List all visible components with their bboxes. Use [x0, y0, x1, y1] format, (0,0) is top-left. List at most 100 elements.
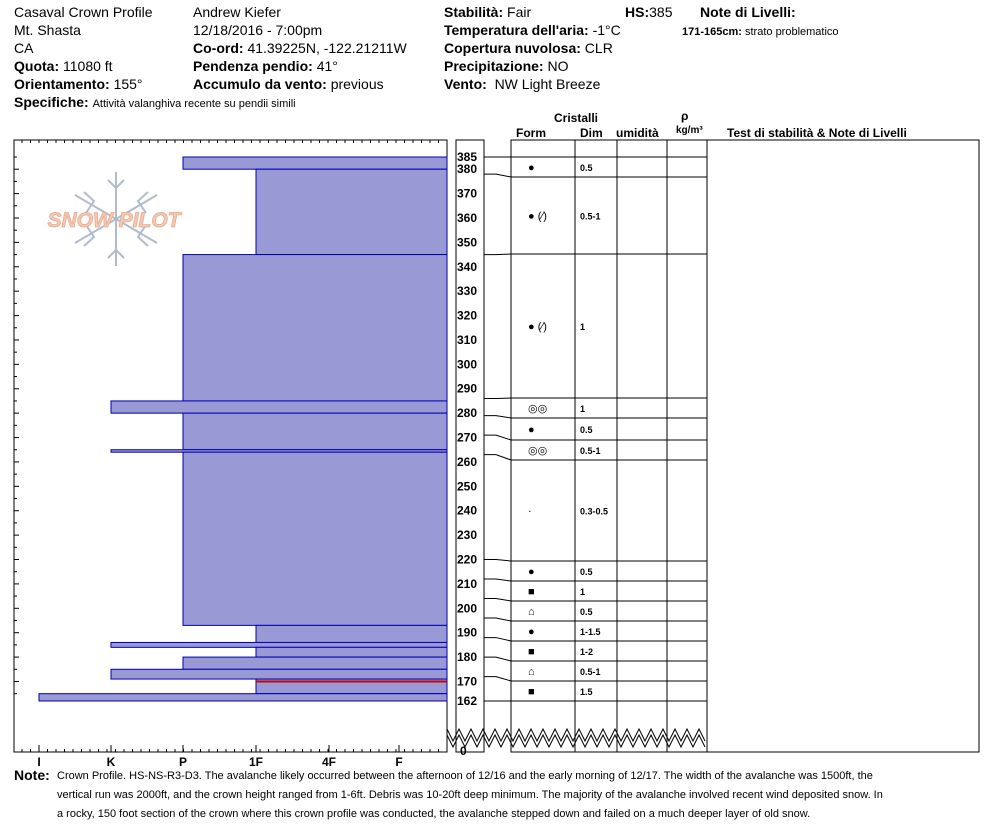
location-name: Casaval Crown Profile	[14, 4, 153, 20]
height-label: 240	[457, 504, 477, 518]
height-label: 162	[457, 694, 477, 708]
crystal-dim: 1-1.5	[580, 627, 601, 637]
crystal-form: ● (⁄)	[528, 321, 547, 333]
quota-row: Quota: 11080 ft	[14, 58, 113, 74]
axis-break-zigzag	[446, 733, 706, 749]
test-notes-frame	[706, 139, 980, 753]
hardness-bar	[182, 451, 448, 626]
height-label: 170	[457, 674, 477, 688]
hardness-bar	[38, 693, 448, 702]
crystal-dim: 1-2	[580, 647, 593, 657]
precip-row: Precipitazione: NO	[444, 58, 568, 74]
crystal-dim: 0.5	[580, 567, 593, 577]
hs-value: 385	[649, 4, 673, 20]
note-line-3: a rocky, 150 foot section of the crown w…	[57, 808, 811, 820]
vento-label: Vento:	[444, 76, 487, 92]
hardness-label-P: P	[179, 755, 187, 769]
height-label: 385	[457, 150, 477, 164]
crystal-form: ●	[528, 626, 535, 638]
layer-connector	[484, 637, 512, 642]
pendenza-value: 41°	[316, 58, 338, 74]
layer-connector	[484, 434, 512, 441]
crystal-dim: 0.3-0.5	[580, 507, 608, 517]
crystal-form: ·	[528, 506, 532, 518]
hardness-bar	[255, 646, 448, 658]
hardness-bar	[110, 668, 448, 680]
crystal-dim: 0.5-1	[580, 212, 601, 222]
area-name: Mt. Shasta	[14, 22, 81, 38]
orient-value: 155°	[113, 76, 143, 92]
height-label: 200	[457, 601, 477, 615]
layer-connector	[484, 656, 512, 662]
layer-connector	[484, 676, 512, 682]
vento-value: NW Light Breeze	[494, 76, 601, 92]
crystal-dim: 0.5	[580, 607, 593, 617]
coord-value: 41.39225N, -122.21211W	[247, 40, 407, 56]
hardness-bar	[110, 400, 448, 414]
col-test: Test di stabilità & Note di Livelli	[727, 126, 907, 140]
temp-row: Temperatura dell'aria: -1°C	[444, 22, 621, 38]
height-label: 210	[457, 577, 477, 591]
height-label: 260	[457, 455, 477, 469]
layer-connector	[484, 598, 512, 602]
height-label: 370	[457, 187, 477, 201]
crystal-form: ● (⁄)	[528, 211, 547, 223]
coord-row: Co-ord: 41.39225N, -122.21211W	[193, 40, 407, 56]
crystal-table: ● 0.5 ● (⁄) 0.5-1 ● (⁄) 1 ◎◎ 1 ● 0.5 ◎◎ 0.5-1 · 0.3-0…	[446, 139, 980, 753]
note-livelli-text: strato problematico	[745, 26, 839, 38]
height-label: 290	[457, 382, 477, 396]
height-label: 300	[457, 357, 477, 371]
hardness-bar	[255, 624, 448, 643]
crystal-form: ●	[528, 162, 535, 174]
hardness-label-I: I	[37, 755, 40, 769]
note-line-2: vertical run was 2000ft, and the crown h…	[57, 789, 883, 801]
datetime: 12/18/2016 - 7:00pm	[193, 22, 323, 38]
orient-row: Orientamento: 155°	[14, 76, 143, 92]
hardness-bar	[182, 156, 448, 170]
crystal-dim: 1	[580, 404, 585, 414]
stabilita-value: Fair	[507, 4, 532, 20]
temp-value: -1°C	[592, 22, 621, 38]
pendenza-label: Pendenza pendio:	[193, 58, 313, 74]
height-label: 380	[457, 162, 477, 176]
height-label: 330	[457, 284, 477, 298]
height-label: 280	[457, 406, 477, 420]
crystal-form: ◎◎	[528, 445, 547, 457]
axis-frame	[455, 139, 485, 753]
copertura-label: Copertura nuvolosa:	[444, 40, 581, 56]
height-label: 230	[457, 528, 477, 542]
copertura-value: CLR	[584, 40, 613, 56]
col-kgm3: kg/m³	[676, 125, 703, 136]
crystal-dim: 0.5	[580, 163, 593, 173]
precip-value: NO	[547, 58, 569, 74]
hardness-bar	[182, 412, 448, 451]
layer-connector	[484, 253, 512, 256]
specifiche-label: Specifiche:	[14, 94, 89, 110]
hardness-label-4F: 4F	[322, 755, 336, 769]
layer-connector	[484, 415, 512, 419]
hardness-bar	[182, 254, 448, 402]
crystal-form: ■	[528, 686, 535, 698]
col-rho: ρ	[681, 109, 689, 123]
hardness-bar	[255, 168, 448, 256]
hardness-bar	[110, 641, 448, 648]
crystal-form: ⌂	[528, 666, 535, 678]
hardness-bar	[182, 656, 448, 670]
hs-row: HS:385	[625, 4, 672, 20]
crystal-dim: 1.5	[580, 687, 593, 697]
crystal-dim: 0.5	[580, 425, 593, 435]
crystal-form: ■	[528, 586, 535, 598]
height-label: 350	[457, 235, 477, 249]
stabilita-label: Stabilità:	[444, 4, 504, 20]
col-dim: Dim	[580, 126, 603, 140]
quota-label: Quota:	[14, 58, 60, 74]
note-livelli-range: 171-165cm:	[682, 26, 742, 38]
hardness-bars	[38, 156, 448, 702]
specifiche-value: Attività valanghiva recente su pendii si…	[92, 98, 296, 110]
snow-pilot-logo: SNOW PILOT	[47, 172, 183, 266]
height-label: 190	[457, 626, 477, 640]
height-label: 320	[457, 309, 477, 323]
crystal-form: ⌂	[528, 606, 535, 618]
